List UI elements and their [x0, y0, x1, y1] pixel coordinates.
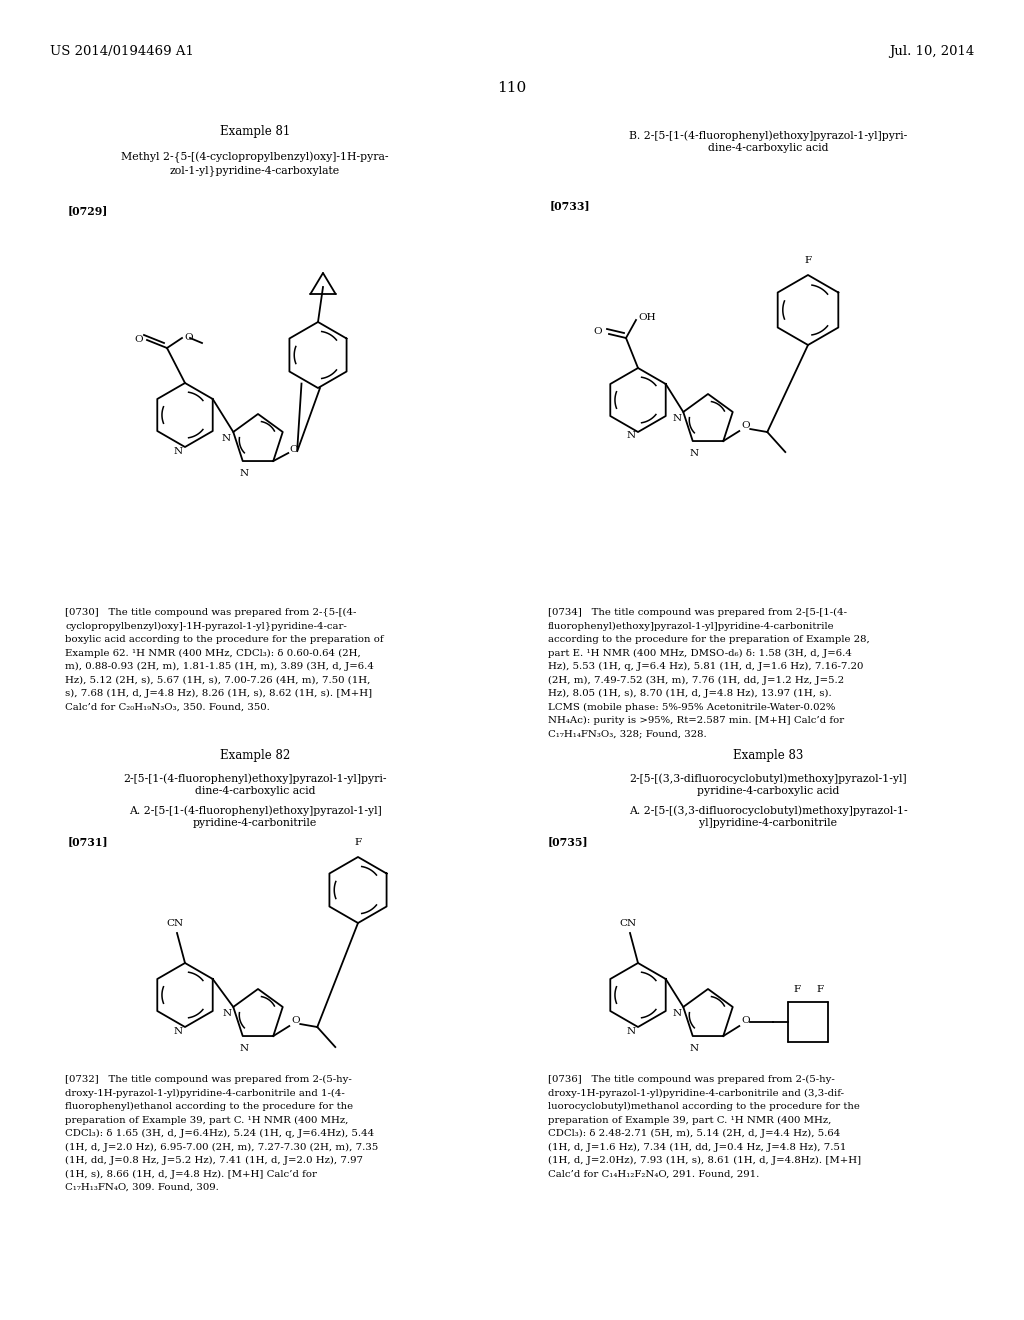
Text: (1H, s), 8.66 (1H, d, J=4.8 Hz). [M+H] Calc’d for: (1H, s), 8.66 (1H, d, J=4.8 Hz). [M+H] C…	[65, 1170, 316, 1179]
Text: CN: CN	[167, 919, 183, 928]
Text: N: N	[689, 449, 698, 458]
Text: luorocyclobutyl)methanol according to the procedure for the: luorocyclobutyl)methanol according to th…	[548, 1102, 860, 1111]
Text: N: N	[627, 1027, 636, 1035]
Text: LCMS (mobile phase: 5%-95% Acetonitrile-Water-0.02%: LCMS (mobile phase: 5%-95% Acetonitrile-…	[548, 702, 836, 711]
Text: F: F	[794, 985, 801, 994]
Text: [0732]   The title compound was prepared from 2-(5-hy-: [0732] The title compound was prepared f…	[65, 1074, 352, 1084]
Text: [0731]: [0731]	[68, 836, 109, 847]
Text: droxy-1H-pyrazol-1-yl)pyridine-4-carbonitrile and 1-(4-: droxy-1H-pyrazol-1-yl)pyridine-4-carboni…	[65, 1089, 345, 1098]
Text: according to the procedure for the preparation of Example 28,: according to the procedure for the prepa…	[548, 635, 869, 644]
Text: [0736]   The title compound was prepared from 2-(5-hy-: [0736] The title compound was prepared f…	[548, 1074, 835, 1084]
Text: pyridine-4-carbonitrile: pyridine-4-carbonitrile	[193, 818, 317, 828]
Text: CDCl₃): δ 1.65 (3H, d, J=6.4Hz), 5.24 (1H, q, J=6.4Hz), 5.44: CDCl₃): δ 1.65 (3H, d, J=6.4Hz), 5.24 (1…	[65, 1129, 374, 1138]
Text: Methyl 2-{5-[(4-cyclopropylbenzyl)oxy]-1H-pyra-: Methyl 2-{5-[(4-cyclopropylbenzyl)oxy]-1…	[121, 152, 389, 164]
Text: 110: 110	[498, 81, 526, 95]
Text: CN: CN	[620, 919, 637, 928]
Text: N: N	[672, 414, 681, 422]
Text: (1H, dd, J=0.8 Hz, J=5.2 Hz), 7.41 (1H, d, J=2.0 Hz), 7.97: (1H, dd, J=0.8 Hz, J=5.2 Hz), 7.41 (1H, …	[65, 1156, 362, 1166]
Text: C₁₇H₁₃FN₄O, 309. Found, 309.: C₁₇H₁₃FN₄O, 309. Found, 309.	[65, 1183, 219, 1192]
Text: Example 81: Example 81	[220, 125, 290, 139]
Text: O: O	[134, 335, 143, 345]
Text: preparation of Example 39, part C. ¹H NMR (400 MHz,: preparation of Example 39, part C. ¹H NM…	[548, 1115, 831, 1125]
Text: N: N	[672, 1008, 681, 1018]
Text: fluorophenyl)ethoxy]pyrazol-1-yl]pyridine-4-carbonitrile: fluorophenyl)ethoxy]pyrazol-1-yl]pyridin…	[548, 622, 835, 631]
Text: cyclopropylbenzyl)oxy]-1H-pyrazol-1-yl}pyridine-4-car-: cyclopropylbenzyl)oxy]-1H-pyrazol-1-yl}p…	[65, 622, 347, 631]
Text: Jul. 10, 2014: Jul. 10, 2014	[889, 45, 974, 58]
Text: N: N	[221, 434, 230, 444]
Text: N: N	[174, 1027, 183, 1035]
Text: (1H, d, J=2.0Hz), 7.93 (1H, s), 8.61 (1H, d, J=4.8Hz). [M+H]: (1H, d, J=2.0Hz), 7.93 (1H, s), 8.61 (1H…	[548, 1156, 861, 1166]
Text: [0735]: [0735]	[548, 836, 589, 847]
Text: Calc’d for C₁₄H₁₂F₂N₄O, 291. Found, 291.: Calc’d for C₁₄H₁₂F₂N₄O, 291. Found, 291.	[548, 1170, 760, 1179]
Text: NH₄Ac): purity is >95%, Rt=2.587 min. [M+H] Calc’d for: NH₄Ac): purity is >95%, Rt=2.587 min. [M…	[548, 715, 844, 725]
Text: m), 0.88-0.93 (2H, m), 1.81-1.85 (1H, m), 3.89 (3H, d, J=6.4: m), 0.88-0.93 (2H, m), 1.81-1.85 (1H, m)…	[65, 663, 374, 671]
Text: preparation of Example 39, part C. ¹H NMR (400 MHz,: preparation of Example 39, part C. ¹H NM…	[65, 1115, 348, 1125]
Text: N: N	[222, 1008, 231, 1018]
Text: droxy-1H-pyrazol-1-yl)pyridine-4-carbonitrile and (3,3-dif-: droxy-1H-pyrazol-1-yl)pyridine-4-carboni…	[548, 1089, 844, 1098]
Text: F: F	[805, 256, 812, 265]
Text: (1H, d, J=2.0 Hz), 6.95-7.00 (2H, m), 7.27-7.30 (2H, m), 7.35: (1H, d, J=2.0 Hz), 6.95-7.00 (2H, m), 7.…	[65, 1143, 378, 1151]
Text: boxylic acid according to the procedure for the preparation of: boxylic acid according to the procedure …	[65, 635, 384, 644]
Text: O: O	[291, 1015, 300, 1024]
Text: Example 83: Example 83	[733, 748, 803, 762]
Text: (2H, m), 7.49-7.52 (3H, m), 7.76 (1H, dd, J=1.2 Hz, J=5.2: (2H, m), 7.49-7.52 (3H, m), 7.76 (1H, dd…	[548, 676, 844, 685]
Text: O: O	[593, 327, 602, 337]
Text: O: O	[741, 421, 750, 429]
Text: [0733]: [0733]	[550, 201, 591, 211]
Text: A. 2-[5-[(3,3-difluorocyclobutyl)methoxy]pyrazol-1-: A. 2-[5-[(3,3-difluorocyclobutyl)methoxy…	[629, 805, 907, 816]
Text: OH: OH	[638, 314, 655, 322]
Text: (1H, d, J=1.6 Hz), 7.34 (1H, dd, J=0.4 Hz, J=4.8 Hz), 7.51: (1H, d, J=1.6 Hz), 7.34 (1H, dd, J=0.4 H…	[548, 1143, 847, 1151]
Text: O: O	[741, 1015, 750, 1024]
Text: O: O	[184, 334, 193, 342]
Text: Hz), 5.53 (1H, q, J=6.4 Hz), 5.81 (1H, d, J=1.6 Hz), 7.16-7.20: Hz), 5.53 (1H, q, J=6.4 Hz), 5.81 (1H, d…	[548, 663, 863, 671]
Text: Example 62. ¹H NMR (400 MHz, CDCl₃): δ 0.60-0.64 (2H,: Example 62. ¹H NMR (400 MHz, CDCl₃): δ 0…	[65, 648, 360, 657]
Text: N: N	[627, 432, 636, 441]
Text: [0730]   The title compound was prepared from 2-{5-[(4-: [0730] The title compound was prepared f…	[65, 609, 356, 618]
Text: N: N	[689, 1044, 698, 1053]
Text: dine-4-carboxylic acid: dine-4-carboxylic acid	[195, 785, 315, 796]
Text: zol-1-yl}pyridine-4-carboxylate: zol-1-yl}pyridine-4-carboxylate	[170, 165, 340, 176]
Text: N: N	[240, 1044, 248, 1053]
Text: 2-[5-[(3,3-difluorocyclobutyl)methoxy]pyrazol-1-yl]: 2-[5-[(3,3-difluorocyclobutyl)methoxy]py…	[629, 774, 907, 784]
Text: dine-4-carboxylic acid: dine-4-carboxylic acid	[708, 143, 828, 153]
Text: A. 2-[5-[1-(4-fluorophenyl)ethoxy]pyrazol-1-yl]: A. 2-[5-[1-(4-fluorophenyl)ethoxy]pyrazo…	[129, 805, 381, 816]
Text: N: N	[174, 446, 183, 455]
Text: [0734]   The title compound was prepared from 2-[5-[1-(4-: [0734] The title compound was prepared f…	[548, 609, 847, 618]
Text: Hz), 8.05 (1H, s), 8.70 (1H, d, J=4.8 Hz), 13.97 (1H, s).: Hz), 8.05 (1H, s), 8.70 (1H, d, J=4.8 Hz…	[548, 689, 831, 698]
Text: C₁₇H₁₄FN₃O₃, 328; Found, 328.: C₁₇H₁₄FN₃O₃, 328; Found, 328.	[548, 730, 707, 738]
Text: pyridine-4-carboxylic acid: pyridine-4-carboxylic acid	[696, 785, 840, 796]
Text: yl]pyridine-4-carbonitrile: yl]pyridine-4-carbonitrile	[699, 818, 837, 828]
Text: Hz), 5.12 (2H, s), 5.67 (1H, s), 7.00-7.26 (4H, m), 7.50 (1H,: Hz), 5.12 (2H, s), 5.67 (1H, s), 7.00-7.…	[65, 676, 371, 685]
Text: F: F	[354, 838, 361, 847]
Text: Example 82: Example 82	[220, 748, 290, 762]
Text: F: F	[816, 985, 823, 994]
Text: Calc’d for C₂₀H₁₉N₃O₃, 350. Found, 350.: Calc’d for C₂₀H₁₉N₃O₃, 350. Found, 350.	[65, 702, 270, 711]
Text: O: O	[289, 445, 298, 454]
Text: CDCl₃): δ 2.48-2.71 (5H, m), 5.14 (2H, d, J=4.4 Hz), 5.64: CDCl₃): δ 2.48-2.71 (5H, m), 5.14 (2H, d…	[548, 1129, 841, 1138]
Text: fluorophenyl)ethanol according to the procedure for the: fluorophenyl)ethanol according to the pr…	[65, 1102, 353, 1111]
Text: B. 2-[5-[1-(4-fluorophenyl)ethoxy]pyrazol-1-yl]pyri-: B. 2-[5-[1-(4-fluorophenyl)ethoxy]pyrazo…	[629, 129, 907, 140]
Text: [0729]: [0729]	[68, 205, 109, 216]
Text: 2-[5-[1-(4-fluorophenyl)ethoxy]pyrazol-1-yl]pyri-: 2-[5-[1-(4-fluorophenyl)ethoxy]pyrazol-1…	[123, 774, 387, 784]
Text: part E. ¹H NMR (400 MHz, DMSO-d₆) δ: 1.58 (3H, d, J=6.4: part E. ¹H NMR (400 MHz, DMSO-d₆) δ: 1.5…	[548, 648, 852, 657]
Text: s), 7.68 (1H, d, J=4.8 Hz), 8.26 (1H, s), 8.62 (1H, s). [M+H]: s), 7.68 (1H, d, J=4.8 Hz), 8.26 (1H, s)…	[65, 689, 372, 698]
Text: US 2014/0194469 A1: US 2014/0194469 A1	[50, 45, 194, 58]
Text: N: N	[240, 469, 248, 478]
